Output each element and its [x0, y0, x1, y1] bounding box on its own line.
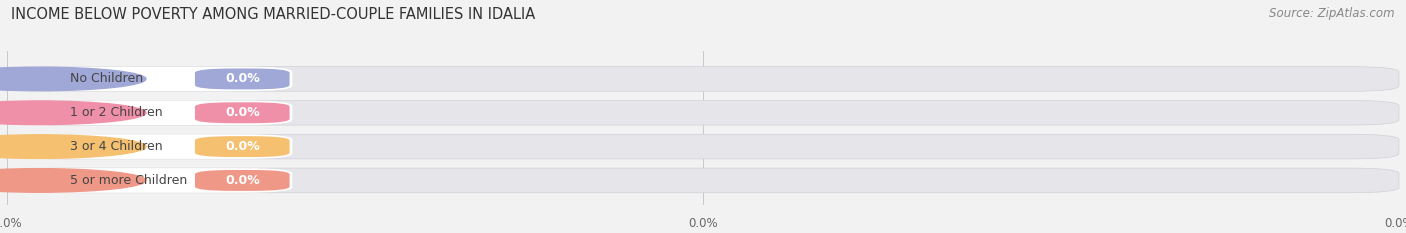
Text: INCOME BELOW POVERTY AMONG MARRIED-COUPLE FAMILIES IN IDALIA: INCOME BELOW POVERTY AMONG MARRIED-COUPL…: [11, 7, 536, 22]
Text: 0.0%: 0.0%: [225, 106, 260, 119]
Text: Source: ZipAtlas.com: Source: ZipAtlas.com: [1270, 7, 1395, 20]
FancyBboxPatch shape: [195, 102, 290, 123]
Text: 0.0%: 0.0%: [0, 217, 22, 230]
Circle shape: [0, 67, 146, 91]
FancyBboxPatch shape: [195, 69, 290, 89]
FancyBboxPatch shape: [14, 67, 1399, 91]
FancyBboxPatch shape: [195, 170, 290, 191]
FancyBboxPatch shape: [14, 134, 292, 159]
Text: 0.0%: 0.0%: [225, 72, 260, 86]
FancyBboxPatch shape: [14, 100, 1399, 125]
Text: 3 or 4 Children: 3 or 4 Children: [70, 140, 162, 153]
Circle shape: [0, 135, 146, 158]
Text: 0.0%: 0.0%: [225, 174, 260, 187]
FancyBboxPatch shape: [14, 168, 292, 193]
Text: 0.0%: 0.0%: [1384, 217, 1406, 230]
Text: No Children: No Children: [70, 72, 143, 86]
FancyBboxPatch shape: [195, 136, 290, 157]
Circle shape: [0, 101, 146, 125]
Text: 0.0%: 0.0%: [688, 217, 718, 230]
FancyBboxPatch shape: [14, 100, 292, 125]
Text: 5 or more Children: 5 or more Children: [70, 174, 187, 187]
FancyBboxPatch shape: [14, 134, 1399, 159]
FancyBboxPatch shape: [14, 67, 292, 91]
Circle shape: [0, 169, 146, 192]
FancyBboxPatch shape: [14, 168, 1399, 193]
Text: 1 or 2 Children: 1 or 2 Children: [70, 106, 162, 119]
Text: 0.0%: 0.0%: [225, 140, 260, 153]
